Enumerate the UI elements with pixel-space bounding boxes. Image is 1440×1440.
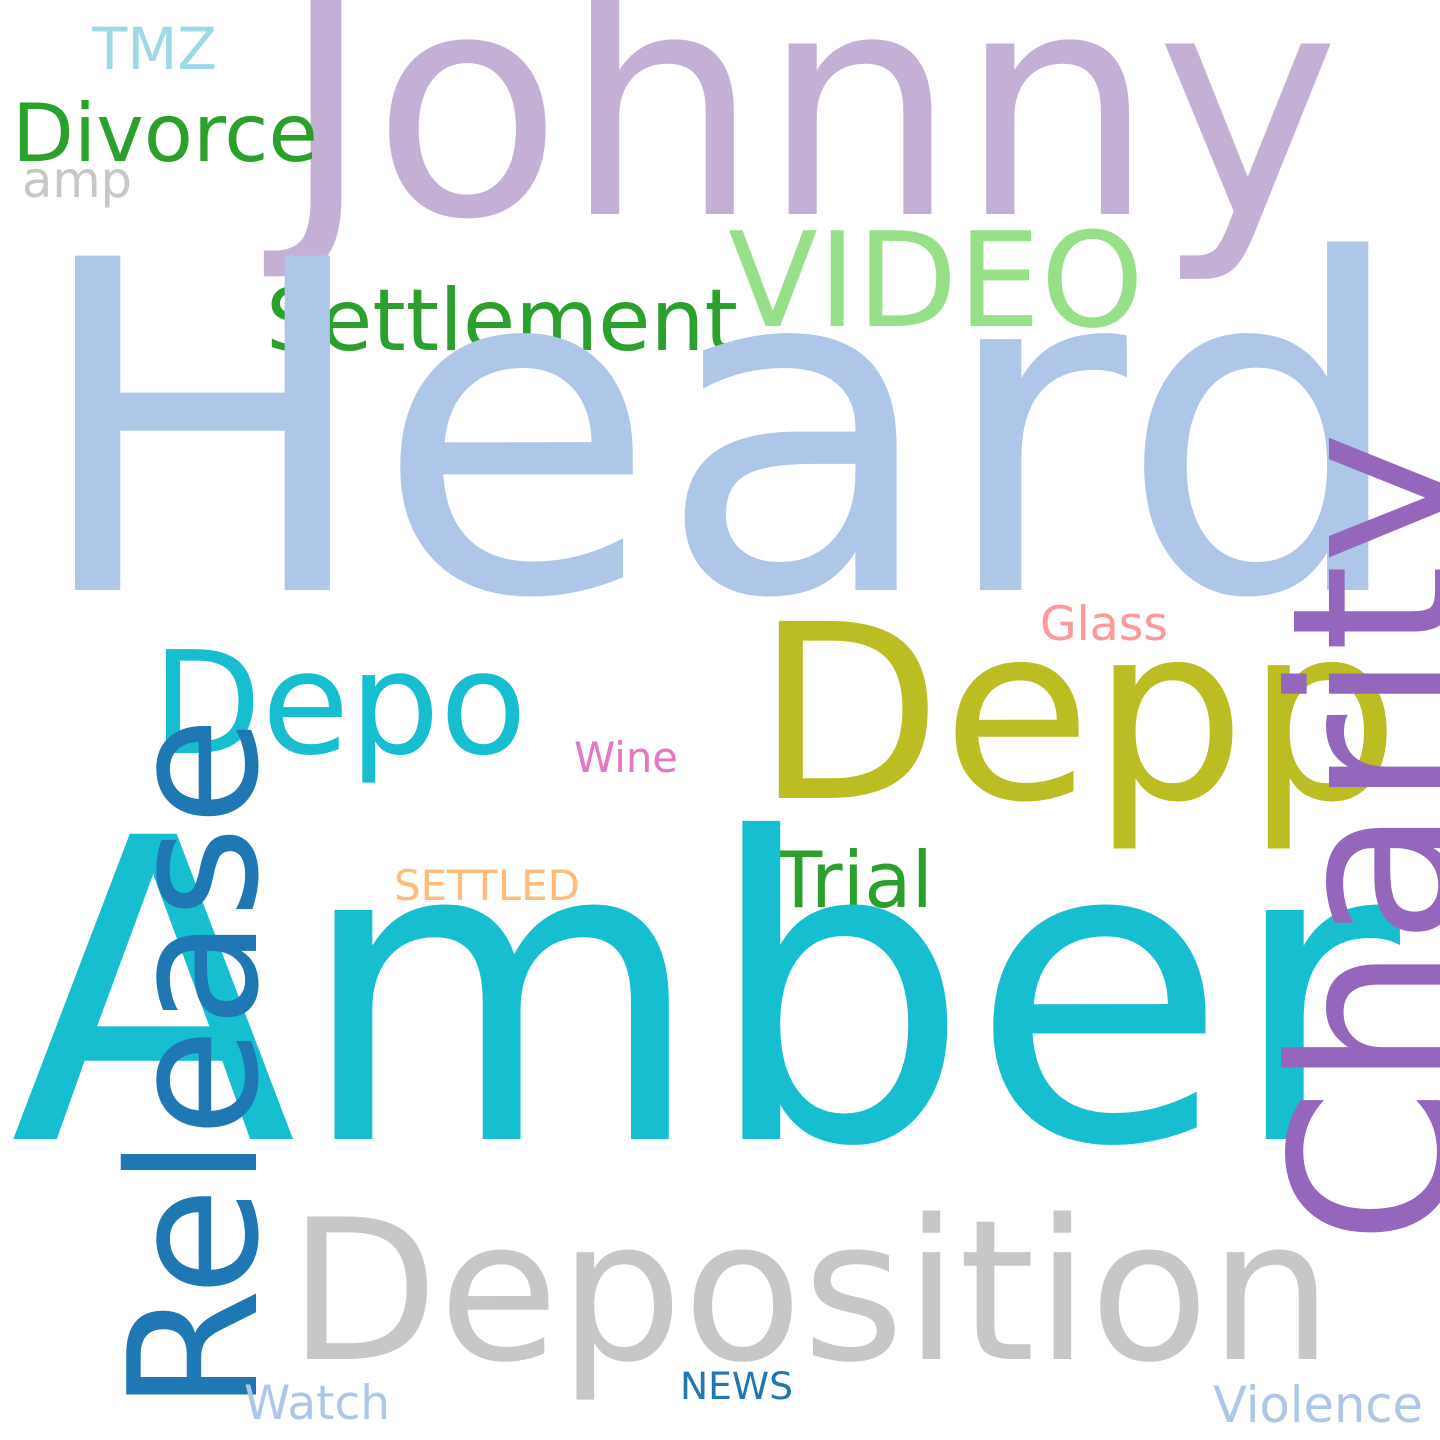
word-settlement: Settlement: [266, 271, 738, 371]
word-video: VIDEO: [728, 204, 1144, 358]
word-divorce: Divorce: [12, 85, 318, 180]
word-settled: SETTLED: [394, 861, 580, 911]
word-violence: Violence: [1213, 1375, 1423, 1434]
word-amp: amp: [22, 150, 132, 209]
word-johnny: Johnny: [280, 0, 1340, 288]
word-deposition: Deposition: [288, 1178, 1333, 1406]
word-watch: Watch: [244, 1376, 390, 1432]
word-depo: Depo: [152, 620, 527, 787]
word-charity: Charity: [1244, 431, 1440, 1245]
word-depp: Depp: [755, 572, 1400, 856]
word-release: Release: [91, 716, 299, 1413]
word-news: NEWS: [680, 1363, 793, 1408]
word-tmz: TMZ: [92, 14, 217, 83]
word-wine: Wine: [574, 733, 678, 783]
word-trial: Trial: [775, 836, 933, 927]
word-heard: Heard: [30, 164, 1410, 699]
word-glass: Glass: [1040, 597, 1168, 653]
word-amber: Amber: [10, 750, 1400, 1239]
